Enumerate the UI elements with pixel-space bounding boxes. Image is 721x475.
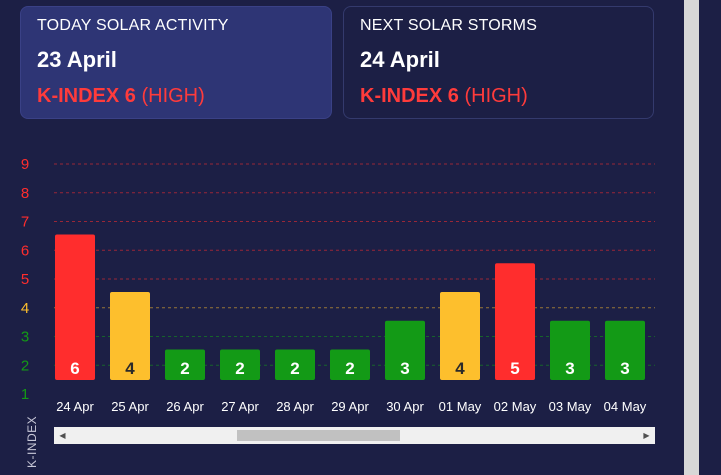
x-tick-label: 04 May <box>604 399 647 414</box>
y-tick-label: 7 <box>21 214 29 231</box>
y-tick-label: 6 <box>21 242 29 259</box>
bar[interactable] <box>330 349 370 380</box>
chart-horizontal-scrollbar[interactable]: ◀ ▶ <box>54 427 655 444</box>
y-tick-label: 8 <box>21 185 29 202</box>
y-tick-label: 9 <box>21 156 29 173</box>
x-tick-label: 29 Apr <box>331 399 369 414</box>
scroll-left-arrow-icon[interactable]: ◀ <box>59 431 66 440</box>
scroll-thumb[interactable] <box>237 430 400 441</box>
y-axis-label: K-INDEX <box>25 415 39 468</box>
bar-value-label: 3 <box>400 359 409 378</box>
today-activity-date: 23 April <box>37 47 117 72</box>
y-tick-label: 3 <box>21 329 29 346</box>
bar-value-label: 3 <box>565 359 574 378</box>
today-kindex: K-INDEX 6 (HIGH) <box>37 85 315 108</box>
today-kindex-severity: (HIGH) <box>141 85 205 107</box>
y-tick-label: 4 <box>21 300 29 317</box>
x-tick-label: 25 Apr <box>111 399 149 414</box>
bar[interactable] <box>55 234 95 380</box>
bar[interactable] <box>220 349 260 380</box>
next-storms-date: 24 April <box>360 47 440 72</box>
bar[interactable] <box>165 349 205 380</box>
today-activity-card: TODAY SOLAR ACTIVITY 23 April K-INDEX 6 … <box>20 6 332 119</box>
bar-value-label: 2 <box>180 359 189 378</box>
y-tick-label: 1 <box>21 386 29 403</box>
y-tick-label: 2 <box>21 357 29 374</box>
right-scroll-panel[interactable] <box>684 0 699 475</box>
x-tick-label: 28 Apr <box>276 399 314 414</box>
bar-value-label: 4 <box>455 359 465 378</box>
today-activity-label: TODAY SOLAR ACTIVITY <box>37 17 229 34</box>
next-storms-label: NEXT SOLAR STORMS <box>360 17 538 34</box>
bar[interactable] <box>110 291 150 380</box>
bar-value-label: 2 <box>345 359 354 378</box>
x-tick-label: 26 Apr <box>166 399 204 414</box>
next-storms-card: NEXT SOLAR STORMS 24 April K-INDEX 6 (HI… <box>343 6 654 119</box>
today-kindex-value: K-INDEX 6 <box>37 85 136 107</box>
x-tick-label: 27 Apr <box>221 399 259 414</box>
y-tick-label: 5 <box>21 271 29 288</box>
bar-value-label: 5 <box>510 359 519 378</box>
kindex-chart: 1 2 3 4 5 6 7 8 9 6 24 Apr 4 25 Apr 2 26 Apr 2 27 Apr 2 28… <box>21 156 655 414</box>
x-tick-label: 30 Apr <box>386 399 424 414</box>
next-kindex: K-INDEX 6 (HIGH) <box>360 85 637 108</box>
bar[interactable] <box>385 320 425 380</box>
bar[interactable] <box>605 320 645 380</box>
x-tick-label: 02 May <box>494 399 537 414</box>
bar[interactable] <box>495 263 535 380</box>
bar[interactable] <box>275 349 315 380</box>
bar-value-label: 2 <box>290 359 299 378</box>
bar-value-label: 3 <box>620 359 629 378</box>
next-kindex-value: K-INDEX 6 <box>360 85 459 107</box>
x-tick-label: 03 May <box>549 399 592 414</box>
x-tick-label: 24 Apr <box>56 399 94 414</box>
x-tick-label: 01 May <box>439 399 482 414</box>
scroll-right-arrow-icon[interactable]: ▶ <box>643 431 650 440</box>
bar[interactable] <box>550 320 590 380</box>
bar-value-label: 2 <box>235 359 244 378</box>
next-kindex-severity: (HIGH) <box>464 85 528 107</box>
bar-value-label: 4 <box>125 359 135 378</box>
bar[interactable] <box>440 291 480 380</box>
bar-value-label: 6 <box>70 359 79 378</box>
